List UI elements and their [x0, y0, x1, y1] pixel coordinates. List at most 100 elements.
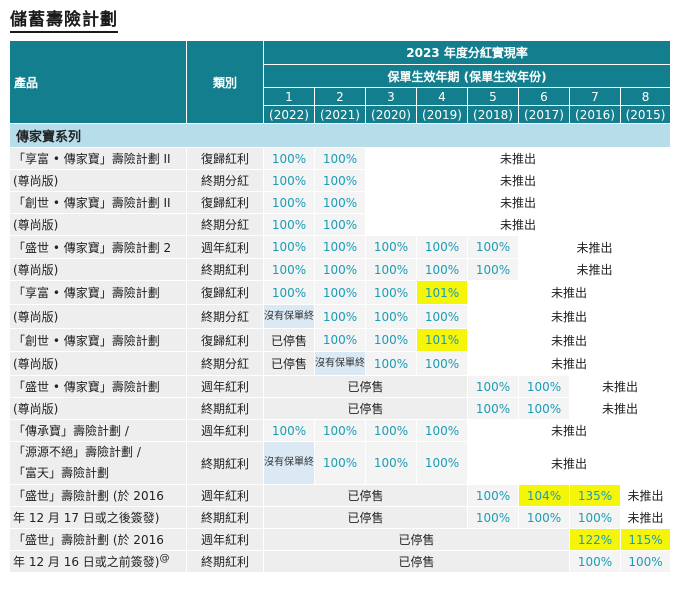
category-cell: 復歸紅利 — [186, 280, 264, 305]
value-cell: 已停售 — [263, 506, 468, 529]
table-row: 「享富 • 傳家寶」壽險計劃 復歸紅利 100% 100% 100% 101% 未推出 — [9, 280, 672, 305]
table-row: (尊尚版)終期分紅沒有保單終結100%100%100%未推出 — [9, 304, 672, 329]
product-name-line: 「源源不絕」壽險計劃 / — [13, 445, 141, 459]
value-cell: 已停售 — [263, 528, 570, 551]
value-cell: 未推出 — [466, 419, 672, 442]
value-cell: 100% — [263, 280, 315, 305]
table-row: 「盛世」壽險計劃 (於 2016 週年紅利 已停售 122% 115% — [9, 528, 672, 551]
header-year: (2021) — [314, 105, 366, 124]
category-cell: 終期紅利 — [186, 506, 264, 529]
value-cell: 沒有保單終結 — [263, 441, 315, 485]
category-cell: 復歸紅利 — [186, 191, 264, 214]
value-cell: 135% — [569, 484, 621, 507]
value-cell: 未推出 — [568, 375, 672, 398]
product-name: 「盛世」壽險計劃 (於 2016 — [9, 528, 187, 551]
product-name: 「盛世 • 傳家寶」壽險計劃 — [9, 375, 187, 398]
category-cell: 終期紅利 — [186, 397, 264, 420]
category-cell: 週年紅利 — [186, 528, 264, 551]
value-cell: 已停售 — [263, 375, 468, 398]
value-cell: 122% — [569, 528, 621, 551]
value-cell: 100% — [365, 351, 417, 376]
value-cell: 未推出 — [466, 351, 672, 376]
value-cell: 未推出 — [364, 213, 672, 236]
product-name: 「享富 • 傳家寶」壽險計劃 — [9, 280, 187, 305]
value-cell: 100% — [467, 258, 519, 281]
product-name: (尊尚版) — [9, 169, 187, 192]
value-cell: 100% — [314, 304, 366, 329]
value-cell: 未推出 — [517, 235, 672, 259]
value-cell: 已停售 — [263, 550, 570, 573]
product-name-text: (尊尚版) — [13, 174, 59, 188]
value-cell: 100% — [467, 235, 519, 259]
value-cell: 100% — [263, 147, 315, 170]
table-row: 「盛世」壽險計劃 (於 2016 週年紅利 已停售 100% 104% 135% 未推出 — [9, 484, 672, 507]
value-cell: 100% — [263, 191, 315, 214]
category-cell: 週年紅利 — [186, 484, 264, 507]
value-cell: 未推出 — [619, 506, 672, 529]
value-cell: 100% — [467, 397, 519, 420]
value-cell: 100% — [314, 213, 366, 236]
table-row: (尊尚版) 終期分紅 100% 100% 未推出 — [9, 213, 672, 236]
category-cell: 終期紅利 — [186, 550, 264, 573]
product-name: 「傳承寶」壽險計劃 / — [9, 419, 187, 442]
value-cell: 100% — [467, 506, 519, 529]
value-cell: 沒有保單終結 — [314, 351, 366, 376]
header-period-3: 3 — [365, 87, 417, 106]
category-cell: 復歸紅利 — [186, 147, 264, 170]
product-name: 「盛世」壽險計劃 (於 2016 — [9, 484, 187, 507]
header-year: (2015) — [619, 105, 672, 124]
value-cell: 100% — [314, 147, 366, 170]
value-cell: 100% — [314, 328, 366, 352]
product-name-text: 「盛世 • 傳家寶」壽險計劃 2 — [13, 240, 172, 255]
product-name: 「盛世 • 傳家寶」壽險計劃 2 — [9, 235, 187, 259]
value-cell: 100% — [416, 235, 468, 259]
table-row: 「享富 • 傳家寶」壽險計劃 II 復歸紅利 100% 100% 未推出 — [9, 147, 672, 170]
value-cell: 100% — [365, 441, 417, 485]
value-cell: 100% — [314, 235, 366, 259]
value-cell: 100% — [365, 328, 417, 352]
value-cell: 100% — [365, 258, 417, 281]
value-cell: 100% — [314, 280, 366, 305]
value-cell: 已停售 — [263, 397, 468, 420]
header-period-8: 8 — [619, 87, 672, 106]
product-name-line: 「富天」壽險計劃 — [13, 466, 110, 480]
category-cell: 終期分紅 — [186, 213, 264, 236]
product-name: 年 12 月 17 日或之後簽發) — [9, 506, 187, 529]
value-cell: 100% — [263, 213, 315, 236]
header-period-5: 5 — [467, 87, 519, 106]
table-row: 「盛世 • 傳家寶」壽險計劃 2 週年紅利 100% 100% 100% 100% 100%… — [9, 235, 672, 259]
product-name: 「創世 • 傳家寶」壽險計劃 — [9, 328, 187, 352]
product-name-text: (尊尚版) — [13, 218, 59, 232]
header-year: (2017) — [518, 105, 570, 124]
value-cell: 101% — [416, 280, 468, 305]
value-cell: 100% — [314, 169, 366, 192]
header-year: (2019) — [416, 105, 468, 124]
value-cell: 未推出 — [466, 304, 672, 329]
header-period-1: 1 — [263, 87, 315, 106]
product-name-text: 「盛世 • 傳家寶」壽險計劃 — [13, 380, 160, 394]
category-cell: 終期分紅 — [186, 304, 264, 329]
value-cell: 未推出 — [364, 169, 672, 192]
product-name: (尊尚版) — [9, 397, 187, 420]
value-cell: 100% — [619, 550, 672, 573]
value-cell: 100% — [314, 258, 366, 281]
value-cell: 100% — [416, 419, 468, 442]
header-period-7: 7 — [569, 87, 621, 106]
header-year: (2018) — [467, 105, 519, 124]
value-cell: 未推出 — [466, 280, 672, 305]
value-cell: 100% — [263, 169, 315, 192]
table-row: (尊尚版) 終期紅利 已停售 100% 100% 未推出 — [9, 397, 672, 420]
product-name-text: 「創世 • 傳家寶」壽險計劃 II — [13, 196, 171, 210]
value-cell: 100% — [365, 419, 417, 442]
value-cell: 100% — [263, 258, 315, 281]
table-row: (尊尚版) 終期分紅 100% 100% 未推出 — [9, 169, 672, 192]
header-period-4: 4 — [416, 87, 468, 106]
value-cell: 未推出 — [619, 484, 672, 507]
value-cell: 104% — [518, 484, 570, 507]
value-cell: 沒有保單終結 — [263, 304, 315, 329]
value-cell: 115% — [619, 528, 672, 551]
product-name-text: (尊尚版) — [13, 402, 59, 416]
product-name-text: 年 12 月 16 日或之前簽發) — [13, 555, 160, 569]
value-cell: 已停售 — [263, 484, 468, 507]
table-row: (尊尚版) 終期紅利 100% 100% 100% 100% 100% 未推出 — [9, 258, 672, 281]
